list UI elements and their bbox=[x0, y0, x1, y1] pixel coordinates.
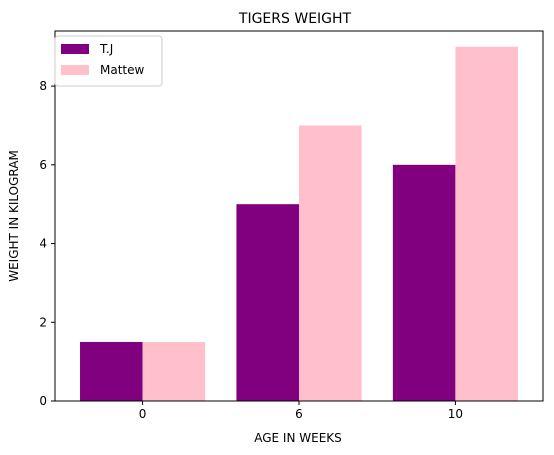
y-tick-label: 0 bbox=[39, 394, 47, 408]
bar-mattew-0 bbox=[142, 341, 206, 401]
y-tick-label: 4 bbox=[39, 237, 47, 251]
bar-t-j-0 bbox=[80, 341, 143, 401]
bars bbox=[80, 46, 518, 402]
bar-t-j-6 bbox=[236, 204, 299, 401]
x-axis-ticks: 0 6 10 bbox=[139, 401, 463, 421]
y-axis-ticks: 0 2 4 6 8 bbox=[39, 79, 55, 408]
bar-mattew-10 bbox=[455, 46, 518, 401]
legend-label-t-j: T.J bbox=[99, 42, 113, 56]
x-tick-label: 0 bbox=[139, 407, 147, 421]
y-axis-label: WEIGHT IN KILOGRAM bbox=[7, 150, 21, 282]
bar-mattew-6 bbox=[299, 125, 362, 402]
y-tick-label: 6 bbox=[39, 158, 47, 172]
plot-area: 0 6 10 0 2 4 6 8 bbox=[39, 30, 544, 421]
y-tick-label: 8 bbox=[39, 79, 47, 93]
y-tick-label: 2 bbox=[39, 315, 47, 329]
legend-items: T.J Mattew bbox=[61, 42, 145, 77]
legend: T.J Mattew bbox=[54, 35, 163, 87]
legend-label-mattew: Mattew bbox=[100, 63, 145, 77]
bar-t-j-10 bbox=[392, 164, 456, 401]
x-tick-label: 10 bbox=[448, 407, 463, 421]
chart-title: TIGERS WEIGHT bbox=[238, 11, 352, 27]
legend-swatch-t-j bbox=[61, 44, 89, 54]
x-axis-label: AGE IN WEEKS bbox=[254, 431, 342, 445]
legend-swatch-mattew bbox=[61, 65, 89, 75]
x-tick-label: 6 bbox=[295, 407, 303, 421]
